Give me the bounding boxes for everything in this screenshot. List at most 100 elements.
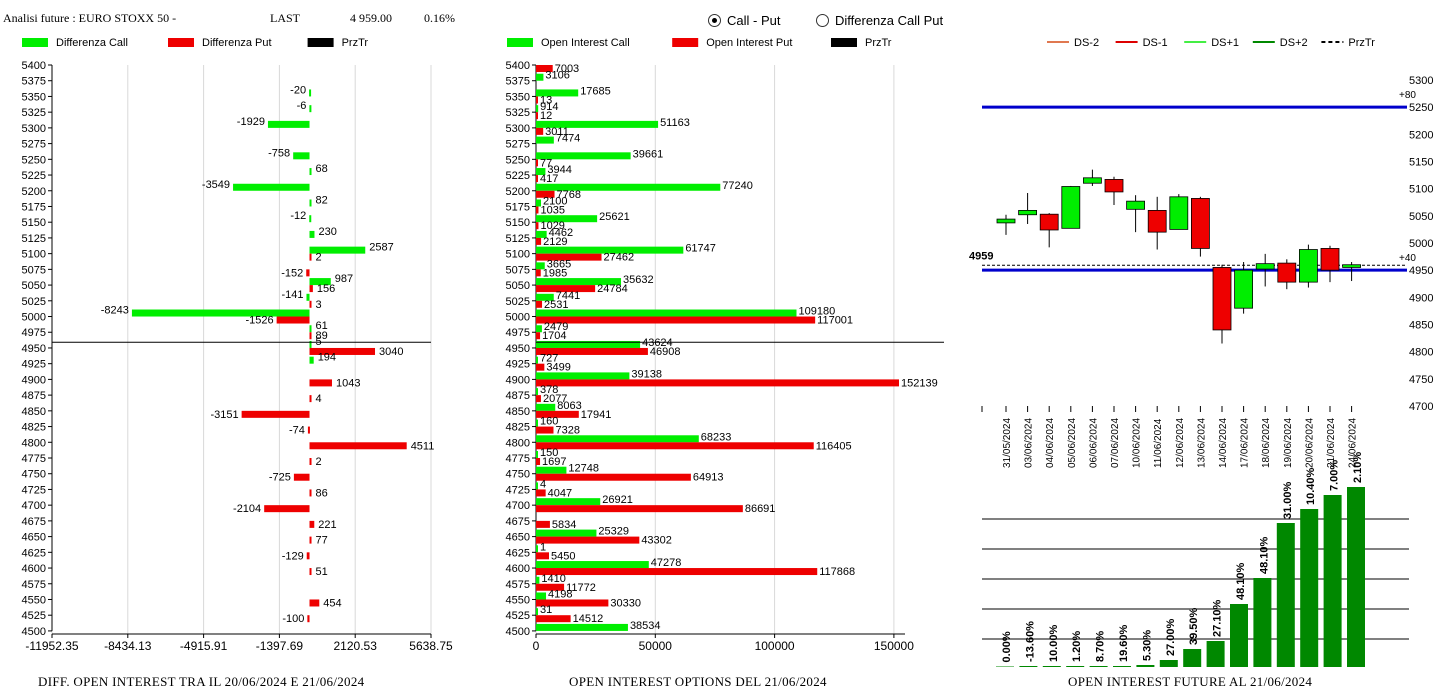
price-tick-label: 5100 <box>22 249 46 261</box>
price-tick-label: 4700 <box>506 500 530 512</box>
diff-call-label: 230 <box>318 226 336 238</box>
date-label: 20/06/2024 <box>1304 418 1315 468</box>
oi-put-bar <box>536 96 538 104</box>
price-tick-label: 4750 <box>506 469 530 481</box>
price-tick-label: 5350 <box>22 91 46 103</box>
oi-call-label: 4198 <box>548 588 572 600</box>
legend-swatch <box>507 38 533 47</box>
oi-put-bar <box>536 426 554 434</box>
price-tick-label: 4950 <box>22 343 46 355</box>
future-bar <box>1323 495 1342 667</box>
oi-call-label: 378 <box>540 384 558 396</box>
y-tick-label: 5000 <box>1409 238 1433 250</box>
oi-call-label: 17685 <box>580 85 611 97</box>
oi-call-label: 7441 <box>556 290 580 302</box>
price-tick-label: 4525 <box>22 610 46 622</box>
oi-call-bar <box>536 372 630 380</box>
price-tick-label: 5175 <box>506 201 530 213</box>
oi-call-label: 47278 <box>651 557 682 569</box>
oi-call-label: 150 <box>540 447 558 459</box>
price-tick-label: 5100 <box>506 249 530 261</box>
oi-put-bar <box>536 536 640 544</box>
price-tick-label: 5300 <box>22 123 46 135</box>
diff-put-label: -152 <box>281 267 303 279</box>
future-bar-label: 31.00% <box>1282 481 1294 519</box>
oi-put-bar <box>536 190 555 198</box>
oi-put-bar <box>536 347 648 355</box>
x-tick-label: 2120.53 <box>334 639 378 653</box>
price-tick-label: 4925 <box>22 359 46 371</box>
oi-put-label: 12 <box>540 110 552 122</box>
x-tick-label: -8434.13 <box>104 639 152 653</box>
candle-body <box>1342 264 1361 268</box>
diff-put-label: -3151 <box>210 409 238 421</box>
diff-call-label: -3549 <box>202 179 230 191</box>
future-bar-label: 10.40% <box>1305 467 1317 505</box>
last-label: LAST <box>270 11 300 25</box>
change-percent: 0.16% <box>424 11 455 25</box>
radio-differenza-call-put[interactable]: Differenza Call Put <box>816 13 943 28</box>
price-tick-label: 5150 <box>22 217 46 229</box>
oi-put-label: 17941 <box>581 409 612 421</box>
future-bar <box>996 666 1014 667</box>
price-tick-label: 5000 <box>506 312 530 324</box>
price-tick-label: 4950 <box>506 343 530 355</box>
oi-put-label: 116405 <box>816 440 852 452</box>
oi-put-label: 117868 <box>819 566 855 578</box>
price-tick-label: 4675 <box>22 516 46 528</box>
oi-call-bar <box>536 215 598 223</box>
diff-call-bar <box>309 356 314 364</box>
price-tick-label: 5250 <box>506 154 530 166</box>
price-tick-label: 5275 <box>506 139 530 151</box>
future-bar-label: 19.60% <box>1118 624 1130 662</box>
radio-selected-icon[interactable] <box>708 14 721 27</box>
oi-put-label: 1035 <box>540 204 564 216</box>
date-label: 17/06/2024 <box>1240 418 1251 468</box>
future-bar-label: 27.10% <box>1212 599 1224 637</box>
oi-put-bar <box>536 489 546 497</box>
oi-call-label: 3665 <box>547 258 571 270</box>
legend-label: DS+2 <box>1280 37 1308 49</box>
diff-call-label: -758 <box>268 147 290 159</box>
diff-put-bar <box>309 253 312 261</box>
diff-call-label: 194 <box>318 352 336 364</box>
y-tick-label: 4800 <box>1409 347 1433 359</box>
diff-put-label: 1043 <box>336 377 360 389</box>
diff-call-bar <box>293 152 310 160</box>
diff-call-bar <box>309 89 312 97</box>
x-tick-label: 150000 <box>874 639 914 653</box>
oi-call-bar <box>536 403 556 411</box>
oi-call-bar <box>536 576 540 584</box>
date-label: 04/06/2024 <box>1045 418 1056 468</box>
diff-put-label: 454 <box>323 597 341 609</box>
future-bar <box>1300 509 1319 667</box>
price-tick-label: 5175 <box>22 201 46 213</box>
page-title: Analisi future : EURO STOXX 50 - <box>3 11 177 25</box>
price-tick-label: 4875 <box>22 390 46 402</box>
candle-body <box>1126 200 1145 210</box>
diff-put-bar <box>306 269 310 277</box>
lower-band-label: +40 <box>1399 253 1416 264</box>
future-bar-label: 5.30% <box>1141 630 1153 661</box>
future-bar <box>1347 487 1365 667</box>
price-tick-label: 4550 <box>506 594 530 606</box>
y-tick-label: 5300 <box>1409 75 1433 87</box>
y-tick-label: 5050 <box>1409 211 1433 223</box>
price-tick-label: 5050 <box>506 280 530 292</box>
future-bar <box>1183 649 1202 667</box>
price-tick-label: 5125 <box>506 233 530 245</box>
radio-unselected-icon[interactable] <box>816 14 829 27</box>
legend-label: PrzTr <box>1348 37 1375 49</box>
footer-left: DIFF. OPEN INTEREST TRA IL 20/06/2024 E … <box>38 674 365 689</box>
diff-call-bar <box>309 168 312 176</box>
legend-swatch <box>831 38 857 47</box>
oi-call-bar <box>536 199 542 207</box>
oi-put-label: 24784 <box>597 283 628 295</box>
radio-call-put[interactable]: Call - Put <box>708 13 780 28</box>
diff-put-bar <box>241 410 310 418</box>
oi-put-bar <box>536 520 550 528</box>
price-tick-label: 5075 <box>22 264 46 276</box>
last-value: 4 959.00 <box>350 11 392 25</box>
diff-put-bar <box>309 520 315 528</box>
diff-call-label: -1929 <box>237 116 265 128</box>
